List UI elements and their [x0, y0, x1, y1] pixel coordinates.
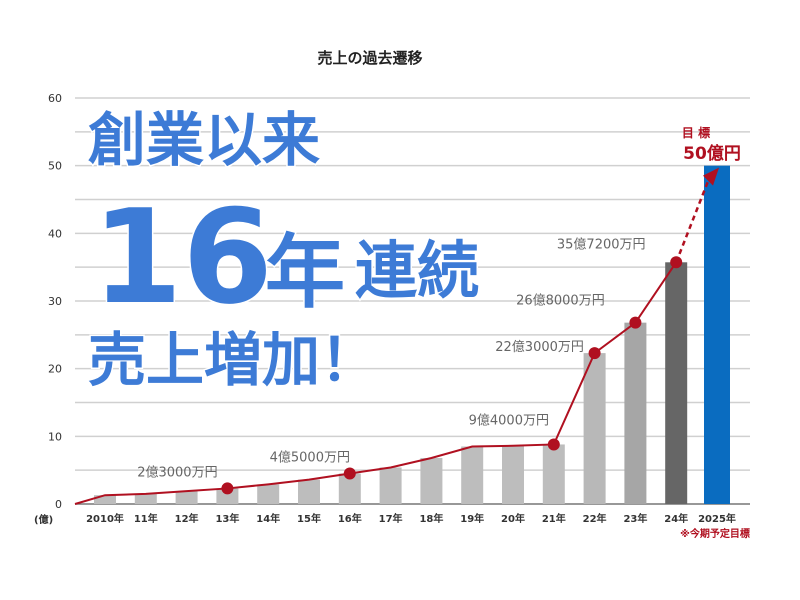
data-label: 26億8000万円 — [516, 293, 605, 309]
x-tick-label: 17年 — [379, 512, 403, 525]
target-arrow-icon — [703, 167, 719, 186]
headline-number: 16 — [92, 181, 273, 333]
x-tick-label: 13年 — [215, 512, 239, 525]
bar — [461, 446, 484, 504]
x-tick-label: 22年 — [583, 512, 607, 525]
y-unit-label: (億) — [34, 513, 53, 526]
x-tick-label: 24年 — [664, 512, 688, 525]
data-point — [629, 316, 642, 329]
data-label: 9億4000万円 — [469, 412, 549, 428]
y-tick-label: 0 — [55, 498, 62, 511]
bar — [175, 491, 198, 504]
x-tick-label: 21年 — [542, 512, 566, 525]
bar — [542, 444, 565, 504]
target-value-label: 50億円 — [683, 143, 741, 164]
bar — [298, 479, 320, 504]
data-label: 2億3000万円 — [137, 464, 217, 480]
x-tick-label: 18年 — [419, 512, 443, 525]
sales-line — [74, 261, 678, 505]
chart-title: 売上の過去遷移 — [317, 49, 422, 67]
bar — [134, 493, 157, 504]
bar — [624, 322, 647, 504]
x-tick-label: 12年 — [175, 512, 199, 525]
bar — [420, 457, 443, 504]
x-tick-label: 11年 — [134, 512, 158, 525]
data-point — [221, 482, 234, 495]
headline-streak: 連続 — [355, 234, 479, 307]
bar — [94, 495, 116, 504]
x-tick-label: 16年 — [338, 512, 362, 525]
target-note: ※今期予定目標 — [680, 527, 750, 540]
x-tick-label: 2025年 — [698, 512, 736, 525]
headline-line3: 売上増加！ — [88, 326, 378, 394]
y-tick-label: 20 — [48, 363, 62, 376]
bar — [379, 467, 402, 504]
x-tick-label: 15年 — [297, 512, 321, 525]
data-point — [343, 467, 356, 480]
y-tick-label: 50 — [48, 160, 62, 173]
x-tick-label: 20年 — [501, 512, 525, 525]
x-tick-label: 23年 — [623, 512, 647, 525]
headline-line1: 創業以来 — [88, 106, 320, 174]
data-point — [670, 256, 683, 269]
x-tick-label: 19年 — [460, 512, 484, 525]
data-label: 35億7200万円 — [557, 236, 646, 252]
y-tick-label: 10 — [48, 430, 62, 443]
headline-year: 年 — [265, 226, 345, 319]
data-point — [588, 347, 601, 360]
bar — [583, 353, 606, 504]
x-tick-label: 14年 — [256, 512, 280, 525]
bar — [216, 488, 239, 504]
data-label: 4億5000万円 — [270, 450, 350, 466]
y-tick-label: 30 — [48, 295, 62, 308]
bar — [665, 262, 688, 504]
x-tick-label: 2010年 — [86, 512, 124, 525]
data-label: 22億3000万円 — [495, 339, 584, 355]
bar — [704, 165, 730, 504]
data-point — [547, 438, 560, 451]
y-tick-label: 40 — [48, 227, 62, 240]
target-label: 目 標 — [682, 125, 710, 140]
bar — [257, 484, 280, 504]
bar — [338, 473, 361, 504]
y-tick-label: 60 — [48, 92, 62, 105]
bar — [502, 445, 524, 504]
target-dashed-line — [675, 173, 713, 263]
